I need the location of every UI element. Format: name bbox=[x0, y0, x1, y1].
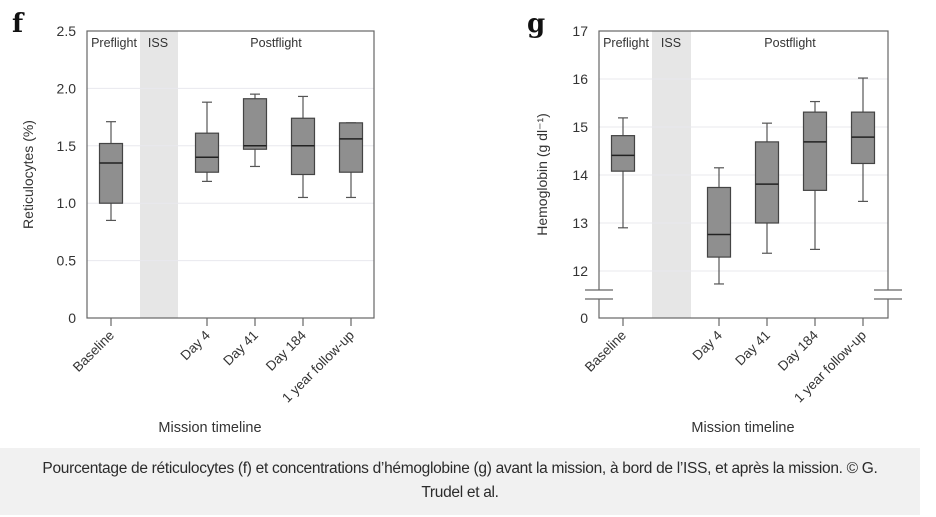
plot-frame bbox=[86, 30, 375, 319]
x-axis-title: Mission timeline bbox=[691, 420, 794, 436]
y-axis-title: Hemoglobin (g dl⁻¹) bbox=[534, 113, 550, 236]
plot-frame bbox=[598, 30, 889, 319]
box-day-184 bbox=[290, 95, 316, 199]
box-day-4 bbox=[706, 167, 732, 285]
box-iqr bbox=[754, 141, 780, 224]
y-tick-label: 2.0 bbox=[57, 80, 77, 96]
iss-phase-band bbox=[140, 31, 178, 318]
phase-label-postflight: Postflight bbox=[250, 36, 302, 50]
x-tick-label: Day 41 bbox=[220, 328, 261, 369]
x-tick-label: Day 4 bbox=[690, 327, 726, 363]
box-1-year-follow-up bbox=[338, 122, 364, 199]
box-iqr bbox=[242, 98, 268, 150]
y-tick-label-zero: 0 bbox=[580, 310, 588, 326]
panel-g-hemoglobin: g 12 13 14 15 16 17 0 Preflight ISS Postflight Hemo… bbox=[527, 9, 902, 436]
box-iqr bbox=[802, 111, 828, 191]
y-tick-label: 1.5 bbox=[57, 138, 77, 154]
x-tick-label: Day 41 bbox=[732, 328, 773, 369]
y-tick-label: 15 bbox=[572, 119, 588, 135]
panel-letter: g bbox=[527, 9, 545, 39]
x-tick-label: Baseline bbox=[70, 328, 117, 375]
axis-break-gap bbox=[874, 290, 902, 299]
y-tick-label: 2.5 bbox=[57, 23, 77, 39]
box-iqr bbox=[706, 186, 732, 258]
x-tick-label: Baseline bbox=[582, 328, 629, 375]
phase-label-iss: ISS bbox=[148, 36, 168, 50]
y-tick-label: 1.0 bbox=[57, 195, 77, 211]
figure-charts: f 0 0.5 1.0 1.5 2.0 2.5 Preflight ISS Postflight R… bbox=[12, 9, 902, 436]
y-tick-label: 13 bbox=[572, 215, 588, 231]
box-baseline bbox=[610, 117, 636, 229]
box-baseline bbox=[98, 121, 124, 222]
x-tick-label: Day 4 bbox=[178, 327, 214, 363]
phase-label-preflight: Preflight bbox=[603, 36, 649, 50]
box-iqr bbox=[610, 135, 636, 172]
y-axis-title: Reticulocytes (%) bbox=[20, 120, 36, 229]
x-tick-label: Day 184 bbox=[775, 327, 822, 374]
axis-break-gap bbox=[585, 290, 613, 299]
figure-caption: Pourcentage de réticulocytes (f) et conc… bbox=[0, 448, 920, 515]
box-1-year-follow-up bbox=[850, 77, 876, 202]
phase-label-iss: ISS bbox=[661, 36, 681, 50]
box-iqr bbox=[194, 132, 220, 173]
x-tick-label: Day 184 bbox=[263, 327, 310, 374]
x-axis-title: Mission timeline bbox=[158, 420, 261, 436]
phase-label-postflight: Postflight bbox=[764, 36, 816, 50]
box-day-41 bbox=[242, 93, 268, 168]
box-day-41 bbox=[754, 122, 780, 254]
y-tick-label: 0.5 bbox=[57, 253, 77, 269]
y-tick-label: 0 bbox=[68, 310, 76, 326]
box-day-4 bbox=[194, 101, 220, 182]
y-tick-label: 17 bbox=[572, 23, 588, 39]
panel-f-reticulocytes: f 0 0.5 1.0 1.5 2.0 2.5 Preflight ISS Postflight R… bbox=[12, 9, 375, 436]
y-tick-label: 12 bbox=[572, 263, 588, 279]
y-tick-label: 16 bbox=[572, 71, 588, 87]
panel-letter: f bbox=[12, 9, 25, 39]
box-iqr bbox=[98, 142, 124, 204]
box-day-184 bbox=[802, 100, 828, 250]
phase-label-preflight: Preflight bbox=[91, 36, 137, 50]
box-iqr bbox=[338, 122, 364, 173]
y-tick-label: 14 bbox=[572, 167, 588, 183]
